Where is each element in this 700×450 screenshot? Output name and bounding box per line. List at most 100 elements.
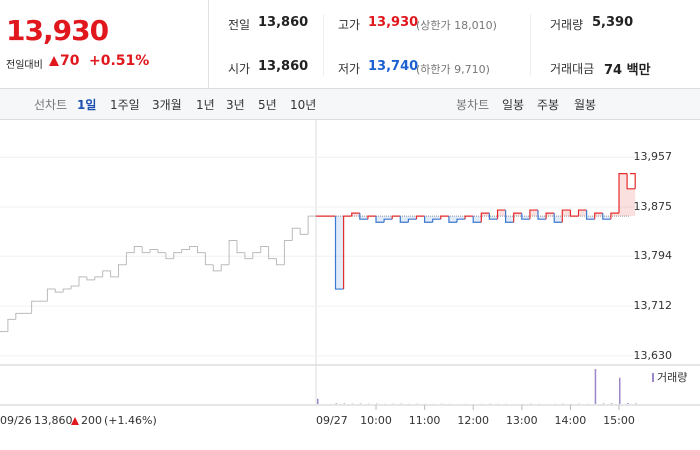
stat-label: 시가 bbox=[228, 62, 251, 76]
previous-line bbox=[86, 276, 95, 281]
x-tick-label: 13:00 bbox=[506, 414, 538, 427]
previous-line bbox=[283, 239, 293, 265]
price-line bbox=[440, 215, 449, 220]
previous-line bbox=[149, 249, 158, 253]
previous-line bbox=[197, 246, 206, 254]
period-tab[interactable]: 5년 bbox=[258, 98, 277, 112]
price-line bbox=[521, 213, 530, 220]
area bbox=[424, 216, 433, 223]
price-line bbox=[626, 173, 636, 190]
area bbox=[619, 173, 628, 217]
volume-bar bbox=[335, 403, 337, 404]
y-tick-label: 13,957 bbox=[634, 150, 673, 163]
price-line bbox=[383, 218, 393, 223]
area bbox=[546, 213, 555, 217]
area bbox=[578, 210, 587, 217]
y-tick-label: 13,875 bbox=[634, 200, 673, 213]
tab-label: 선차트 bbox=[34, 98, 68, 112]
candle-tab[interactable]: 월봉 bbox=[574, 98, 597, 112]
area bbox=[627, 188, 636, 217]
previous-line bbox=[133, 246, 143, 253]
previous-line bbox=[228, 239, 237, 265]
x-tick-label: 14:00 bbox=[555, 414, 587, 427]
price-line bbox=[472, 216, 482, 223]
area bbox=[376, 216, 385, 223]
area bbox=[521, 216, 530, 220]
price-line bbox=[594, 212, 603, 220]
price-line bbox=[367, 215, 376, 220]
stat-label: 고가 bbox=[338, 18, 361, 32]
period-tab[interactable]: 1주일 bbox=[110, 98, 140, 112]
price-line bbox=[334, 216, 344, 290]
previous-line bbox=[110, 270, 119, 278]
price-line bbox=[464, 215, 474, 220]
price-line bbox=[569, 210, 579, 217]
y-tick-label: 13,794 bbox=[634, 249, 673, 262]
y-tick-label: 13,712 bbox=[634, 299, 673, 312]
area bbox=[610, 213, 619, 217]
candle-tab[interactable]: 일봉 bbox=[502, 98, 525, 112]
area bbox=[335, 216, 344, 290]
volume-bar bbox=[627, 402, 629, 404]
change-label: 전일대비 bbox=[6, 60, 43, 71]
price-line bbox=[375, 216, 385, 223]
price-line bbox=[448, 216, 457, 223]
previous-line bbox=[307, 215, 316, 235]
tab-label: 봉차트 bbox=[456, 98, 490, 112]
period-tab[interactable]: 1년 bbox=[196, 98, 215, 112]
area bbox=[432, 216, 441, 220]
previous-line bbox=[173, 252, 182, 259]
previous-line bbox=[94, 276, 103, 280]
change: 70 bbox=[60, 53, 80, 69]
area bbox=[359, 216, 368, 220]
x-tick-label: 11:00 bbox=[409, 414, 441, 427]
x-tick-label: 10:00 bbox=[360, 414, 392, 427]
previous-line bbox=[62, 288, 72, 293]
area bbox=[457, 216, 466, 220]
period-tab[interactable]: 3개월 bbox=[152, 98, 182, 112]
area bbox=[489, 216, 498, 220]
area bbox=[351, 213, 360, 217]
divider bbox=[530, 14, 531, 76]
price-line bbox=[424, 216, 433, 223]
previous-line bbox=[125, 252, 135, 265]
previous-line bbox=[157, 249, 166, 254]
previous-line bbox=[291, 227, 301, 241]
area bbox=[400, 216, 409, 223]
change-rate: +0.51% bbox=[89, 53, 150, 69]
x-tick-label: 15:00 bbox=[603, 414, 635, 427]
stat-value: 13,740 bbox=[368, 59, 419, 74]
volume-bar bbox=[343, 403, 346, 404]
price-line bbox=[496, 209, 506, 220]
y-tick-label: 13,630 bbox=[634, 349, 673, 362]
candle-tab[interactable]: 주봉 bbox=[537, 98, 560, 112]
previous-line bbox=[165, 252, 174, 260]
previous-line bbox=[46, 288, 56, 302]
price-line bbox=[488, 213, 498, 220]
stat-label: 거래량 bbox=[550, 18, 584, 32]
price-line bbox=[415, 215, 425, 220]
chart: 13,957 13,875 13,794 13,712 13,630 거래량 10:00 11… bbox=[0, 120, 700, 427]
stat-note: (하한가 9,710) bbox=[416, 63, 490, 76]
previous-line bbox=[268, 246, 277, 260]
previous-line bbox=[189, 246, 198, 250]
price-line bbox=[351, 212, 360, 217]
price-line bbox=[553, 213, 563, 223]
price-line bbox=[407, 218, 417, 223]
previous-line bbox=[299, 228, 309, 235]
previous-line bbox=[220, 264, 230, 271]
area bbox=[448, 216, 457, 223]
area bbox=[505, 216, 514, 223]
volume-bar bbox=[610, 403, 613, 404]
previous-line bbox=[141, 246, 151, 254]
day-label: 09/27 bbox=[316, 414, 348, 427]
previous-line bbox=[181, 249, 190, 253]
stat-value: 13,930 bbox=[368, 15, 419, 30]
period-tab[interactable]: 10년 bbox=[290, 98, 317, 112]
area bbox=[408, 216, 417, 220]
period-tab[interactable]: 3년 bbox=[226, 98, 245, 112]
previous-line bbox=[54, 289, 64, 293]
period-tab[interactable]: 1일 bbox=[77, 98, 97, 112]
